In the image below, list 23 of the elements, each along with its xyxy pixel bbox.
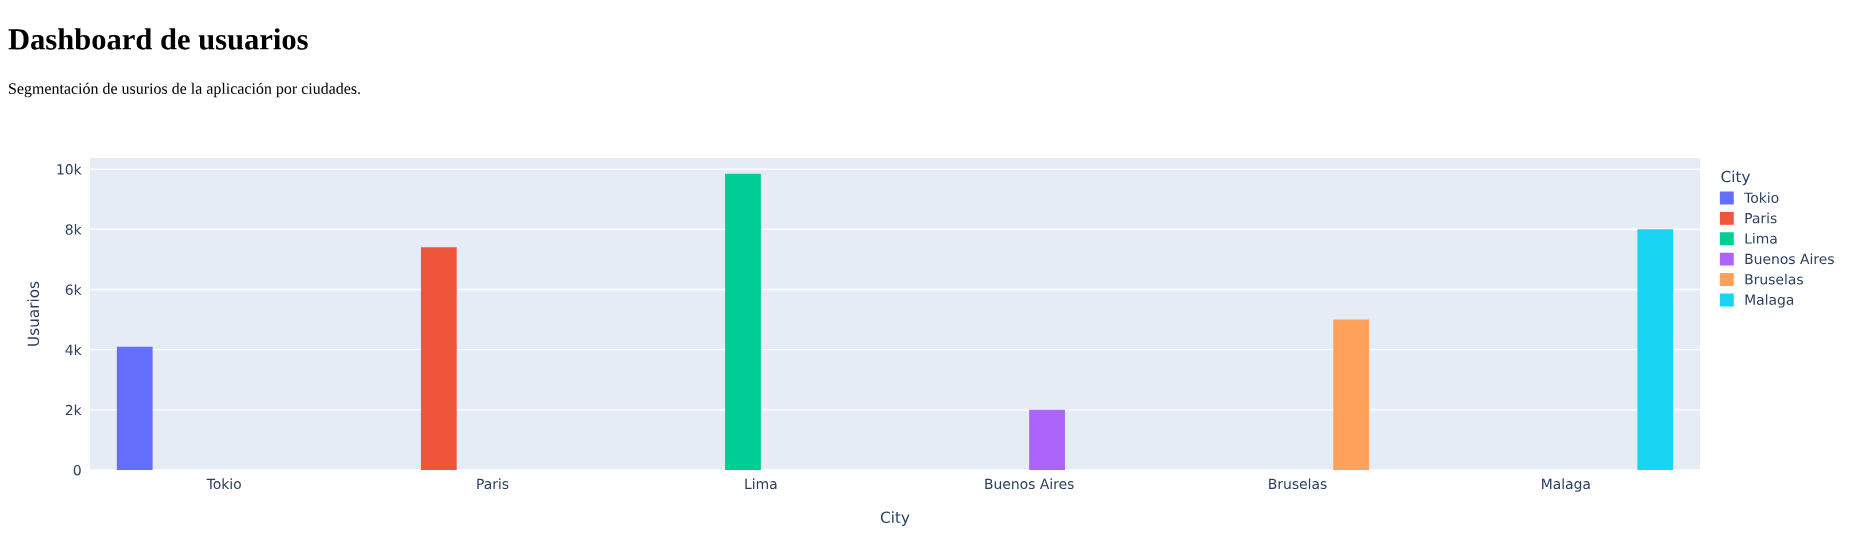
x-tick-label: Bruselas bbox=[1269, 478, 1327, 490]
y-tick-label: 2k bbox=[65, 404, 82, 416]
y-tick-label: 0 bbox=[73, 464, 81, 476]
y-tick-label: 6k bbox=[65, 284, 82, 295]
y-tick-label: 10k bbox=[57, 163, 82, 175]
x-tick-label: Paris bbox=[477, 478, 509, 490]
x-tick-label: Lima bbox=[745, 478, 777, 490]
x-tick-label: Malaga bbox=[1542, 478, 1590, 492]
chart-subtitle: Segmentación de usurios de la aplicación por ciudades. bbox=[9, 82, 360, 98]
x-tick-label: Tokio bbox=[206, 478, 241, 490]
y-tick-label: 8k bbox=[65, 224, 82, 235]
legend-label: Buenos Aires bbox=[1745, 253, 1834, 265]
legend-label: Bruselas bbox=[1745, 273, 1803, 285]
y-axis-title: Usuarios bbox=[27, 281, 40, 346]
legend-label: Lima bbox=[1745, 233, 1777, 244]
legend-title: City bbox=[1721, 170, 1751, 186]
chart-title: Dashboard de usuarios bbox=[8, 28, 308, 50]
legend-label: Malaga bbox=[1745, 294, 1794, 308]
x-axis-title: City bbox=[880, 511, 910, 527]
x-tick-label: Buenos Aires bbox=[985, 478, 1074, 490]
y-tick-label: 4k bbox=[65, 344, 82, 355]
legend-label: Tokio bbox=[1744, 192, 1779, 203]
legend-label: Paris bbox=[1745, 212, 1777, 224]
